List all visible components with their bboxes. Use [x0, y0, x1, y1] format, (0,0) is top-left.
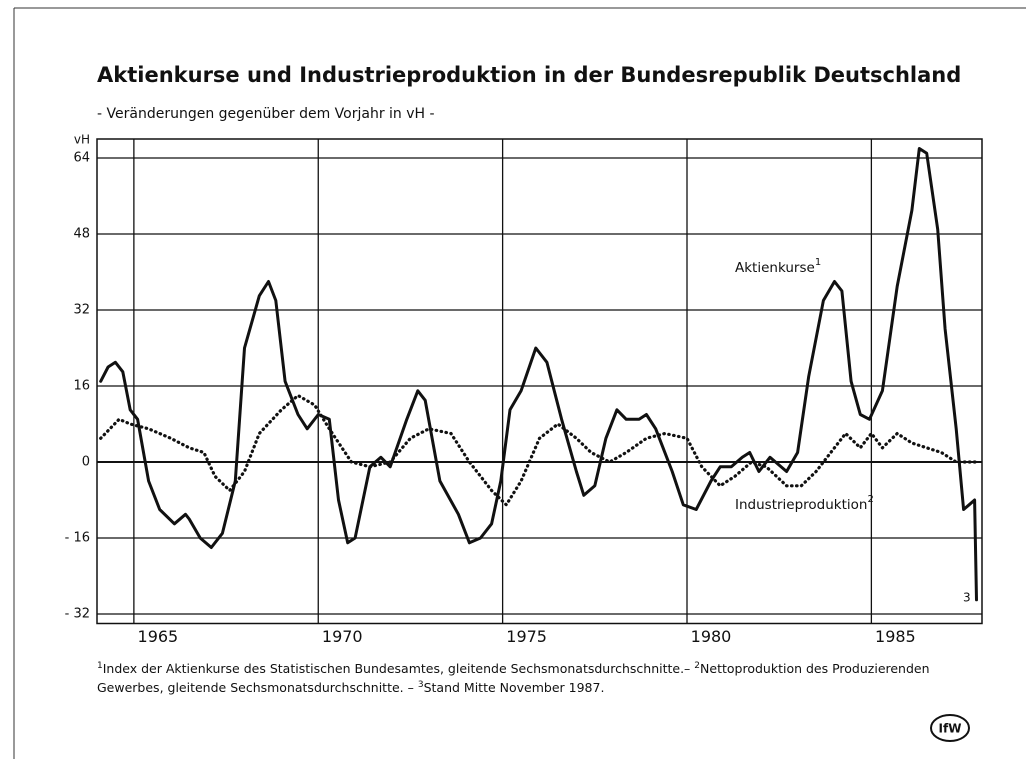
chart-subtitle: - Veränderungen gegenüber dem Vorjahr in… [97, 106, 435, 122]
y-tick-label: 48 [73, 227, 90, 242]
y-unit: vH [74, 133, 90, 147]
footnote-mark: 1 [97, 661, 103, 671]
series-line [99, 147, 978, 602]
footnote-text: Index der Aktienkurse des Statistischen … [102, 661, 691, 677]
logo-ring [930, 714, 970, 742]
chart-title: Aktienkurse und Industrieproduktion in d… [97, 63, 961, 87]
footnote-text: Stand Mitte November 1987. [423, 680, 605, 696]
series-line [99, 393, 980, 507]
y-tick-label: 64 [73, 151, 90, 166]
series-note: 2 [867, 494, 873, 505]
annotation: 3 [963, 591, 971, 605]
y-tick-label: 0 [82, 455, 90, 470]
footnote: 1Index der Aktienkurse des Statistischen… [97, 661, 690, 676]
footnote: 2Nettoproduktion des Produzierenden Gewe… [97, 661, 930, 695]
y-tick-label: 32 [73, 303, 90, 318]
x-tick-label: 1975 [506, 627, 547, 646]
x-tick-label: 1980 [691, 627, 732, 646]
y-tick-label: - 16 [65, 531, 90, 546]
footnote-text: Nettoproduktion des Produzierenden Gewer… [97, 661, 930, 696]
footnote-mark: 3 [417, 680, 424, 691]
logo: IfW [939, 722, 962, 736]
series-label: Industrieproduktion2 [735, 494, 874, 513]
footnote: 3Stand Mitte November 1987. [418, 680, 605, 695]
footnote-mark: 2 [694, 661, 701, 671]
series-name: Aktienkurse [735, 260, 815, 276]
y-tick-label: 16 [73, 379, 90, 394]
footnotes: 1Index der Aktienkurse des Statistischen… [97, 658, 997, 696]
x-tick-label: 1965 [138, 627, 179, 646]
series-name: Industrieproduktion [735, 497, 867, 513]
plot-frame [96, 138, 983, 625]
series-label: Aktienkurse1 [735, 257, 821, 276]
y-tick-label: - 32 [65, 607, 90, 622]
x-tick-label: 1985 [875, 627, 916, 646]
x-tick-label: 1970 [322, 627, 363, 646]
series-note: 1 [815, 257, 821, 268]
